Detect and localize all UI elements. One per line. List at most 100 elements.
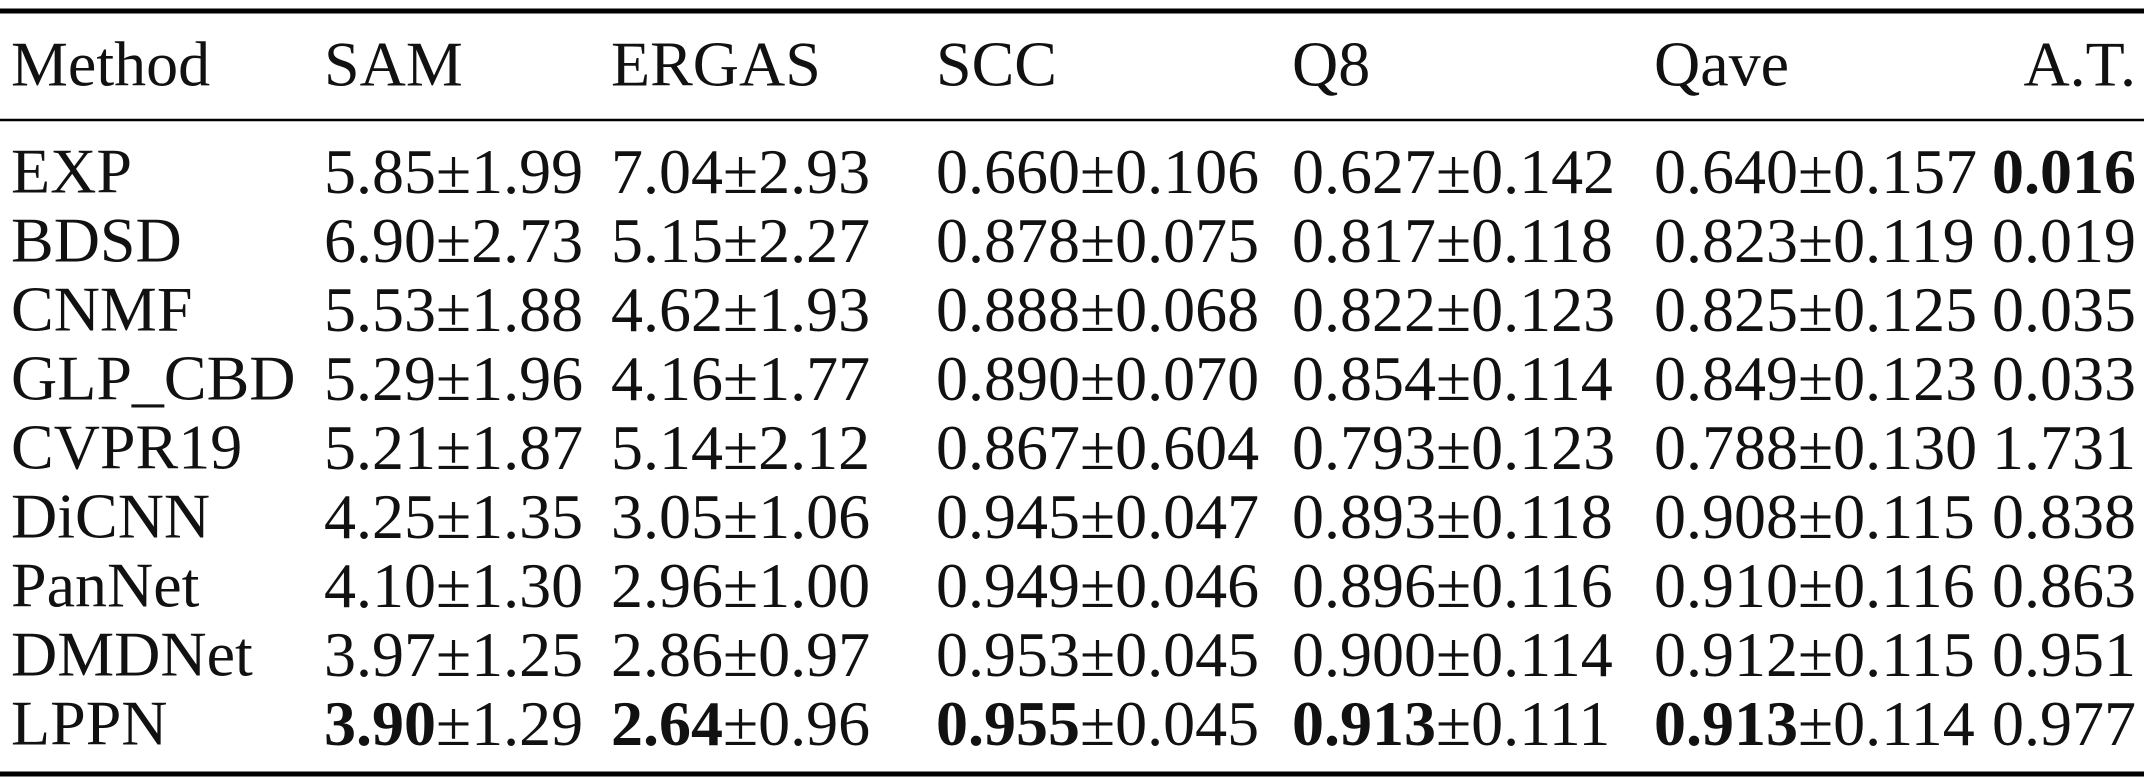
cell-std: ±0.106: [1080, 136, 1259, 207]
column-header: Method: [11, 29, 210, 100]
cell-std: ±1.93: [723, 274, 870, 345]
cell-mean: 0.945: [936, 481, 1080, 552]
cell: 5.14±2.12: [611, 412, 870, 483]
cell-std: ±1.99: [436, 136, 583, 207]
cell-mean: 0.896: [1292, 550, 1436, 621]
cell-mean: 0.977: [1992, 688, 2136, 759]
cell-mean: 3.90: [324, 688, 436, 759]
cell-std: ±0.96: [723, 688, 870, 759]
cell: 0.913±0.111: [1292, 688, 1610, 759]
cell-mean: 4.25: [324, 481, 436, 552]
cell: 6.90±2.73: [324, 205, 583, 276]
cell-std: ±0.130: [1798, 412, 1977, 483]
cell: 0.977: [1992, 688, 2136, 759]
cell-mean: 0.878: [936, 205, 1080, 276]
cell: 0.910±0.116: [1654, 550, 1975, 621]
cell-mean: 0.890: [936, 343, 1080, 414]
cell-mean: 0.788: [1654, 412, 1798, 483]
method-name: EXP: [11, 136, 132, 207]
cell-mean: 6.90: [324, 205, 436, 276]
cell-mean: 0.951: [1992, 619, 2136, 690]
cell: 0.033: [1992, 343, 2136, 414]
cell-std: ±0.075: [1080, 205, 1259, 276]
cell: 0.949±0.046: [936, 550, 1259, 621]
column-header: ERGAS: [611, 29, 821, 100]
cell-mean: 3.97: [324, 619, 436, 690]
cell: 2.96±1.00: [611, 550, 870, 621]
cell-mean: 0.627: [1292, 136, 1436, 207]
cell-std: ±0.118: [1436, 481, 1613, 552]
cell: 0.822±0.123: [1292, 274, 1615, 345]
cell: 0.788±0.130: [1654, 412, 1977, 483]
cell-mean: 0.910: [1654, 550, 1798, 621]
cell: 0.890±0.070: [936, 343, 1259, 414]
cell-std: ±0.047: [1080, 481, 1259, 552]
cell-std: ±0.046: [1080, 550, 1259, 621]
cell: 4.25±1.35: [324, 481, 583, 552]
cell-std: ±0.97: [723, 619, 870, 690]
cell: 0.854±0.114: [1292, 343, 1613, 414]
cell-mean: 0.016: [1992, 136, 2136, 207]
cell-mean: 0.888: [936, 274, 1080, 345]
cell: 0.863: [1992, 550, 2136, 621]
cell: 4.62±1.93: [611, 274, 870, 345]
cell-std: ±1.77: [723, 343, 870, 414]
cell: 0.896±0.116: [1292, 550, 1613, 621]
cell-std: ±0.111: [1436, 688, 1610, 759]
cell: 0.908±0.115: [1654, 481, 1975, 552]
cell-std: ±0.142: [1436, 136, 1615, 207]
cell-mean: 5.15: [611, 205, 723, 276]
cell-mean: 0.640: [1654, 136, 1798, 207]
cell-mean: 0.955: [936, 688, 1080, 759]
cell-mean: 0.893: [1292, 481, 1436, 552]
cell-mean: 0.035: [1992, 274, 2136, 345]
cell-mean: 0.838: [1992, 481, 2136, 552]
cell-std: ±1.35: [436, 481, 583, 552]
cell-mean: 0.825: [1654, 274, 1798, 345]
cell-mean: 2.86: [611, 619, 723, 690]
cell: 0.823±0.119: [1654, 205, 1975, 276]
cell: 2.86±0.97: [611, 619, 870, 690]
cell: 5.21±1.87: [324, 412, 583, 483]
cell: 4.10±1.30: [324, 550, 583, 621]
cell-std: ±0.045: [1080, 619, 1259, 690]
cell: 0.945±0.047: [936, 481, 1259, 552]
cell-std: ±0.123: [1436, 274, 1615, 345]
cell: 0.627±0.142: [1292, 136, 1615, 207]
method-name: LPPN: [11, 688, 168, 759]
cell-mean: 5.85: [324, 136, 436, 207]
cell-mean: 0.822: [1292, 274, 1436, 345]
method-name: DiCNN: [11, 481, 210, 552]
cell-mean: 5.14: [611, 412, 723, 483]
cell: 0.838: [1992, 481, 2136, 552]
cell: 0.953±0.045: [936, 619, 1259, 690]
method-name: PanNet: [11, 550, 200, 621]
cell: 5.53±1.88: [324, 274, 583, 345]
cell-mean: 0.033: [1992, 343, 2136, 414]
method-name: CVPR19: [11, 412, 242, 483]
cell-std: ±0.114: [1436, 619, 1613, 690]
cell-mean: 0.863: [1992, 550, 2136, 621]
cell-mean: 4.16: [611, 343, 723, 414]
cell-std: ±1.88: [436, 274, 583, 345]
method-name: BDSD: [11, 205, 182, 276]
cell-std: ±0.114: [1798, 688, 1975, 759]
cell: 5.29±1.96: [324, 343, 583, 414]
cell-std: ±0.068: [1080, 274, 1259, 345]
cell-mean: 5.29: [324, 343, 436, 414]
cell: 0.019: [1992, 205, 2136, 276]
cell-std: ±0.116: [1798, 550, 1975, 621]
cell-mean: 0.949: [936, 550, 1080, 621]
cell: 0.849±0.123: [1654, 343, 1977, 414]
column-header: A.T.: [2023, 29, 2136, 100]
cell-std: ±2.12: [723, 412, 870, 483]
method-name: DMDNet: [11, 619, 253, 690]
cell-mean: 0.912: [1654, 619, 1798, 690]
cell: 0.016: [1992, 136, 2136, 207]
cell-std: ±2.27: [723, 205, 870, 276]
cell-std: ±0.157: [1798, 136, 1977, 207]
cell-std: ±0.123: [1798, 343, 1977, 414]
cell-mean: 1.731: [1992, 412, 2136, 483]
cell-std: ±0.119: [1798, 205, 1975, 276]
